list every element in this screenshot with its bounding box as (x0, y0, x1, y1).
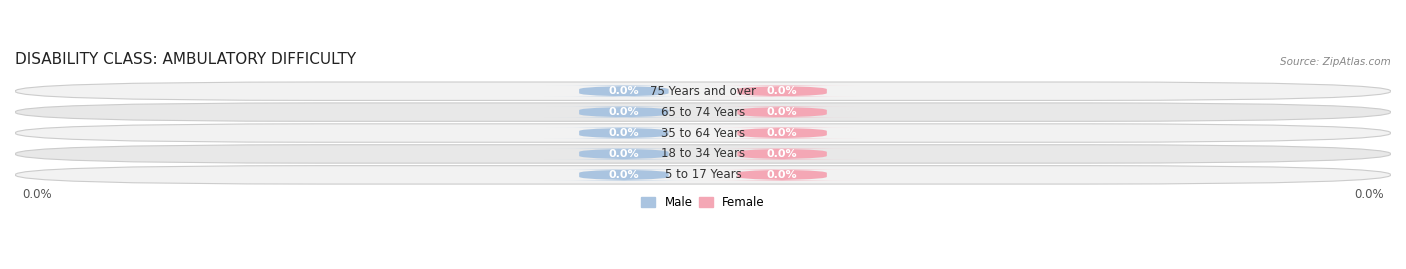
Text: 0.0%: 0.0% (766, 128, 797, 138)
FancyBboxPatch shape (544, 169, 703, 180)
FancyBboxPatch shape (15, 145, 1391, 163)
Text: 0.0%: 0.0% (609, 107, 640, 117)
FancyBboxPatch shape (15, 124, 1391, 142)
Text: 0.0%: 0.0% (766, 86, 797, 96)
FancyBboxPatch shape (703, 86, 862, 97)
Text: 0.0%: 0.0% (22, 188, 52, 201)
FancyBboxPatch shape (703, 127, 862, 139)
FancyBboxPatch shape (15, 82, 1391, 100)
Text: 0.0%: 0.0% (609, 128, 640, 138)
FancyBboxPatch shape (544, 106, 703, 118)
Text: 0.0%: 0.0% (766, 149, 797, 159)
Text: 0.0%: 0.0% (766, 107, 797, 117)
Text: 0.0%: 0.0% (1354, 188, 1384, 201)
Text: 0.0%: 0.0% (609, 86, 640, 96)
FancyBboxPatch shape (544, 127, 703, 139)
Text: DISABILITY CLASS: AMBULATORY DIFFICULTY: DISABILITY CLASS: AMBULATORY DIFFICULTY (15, 52, 356, 66)
FancyBboxPatch shape (15, 103, 1391, 121)
FancyBboxPatch shape (703, 169, 862, 180)
FancyBboxPatch shape (544, 86, 703, 97)
Text: 18 to 34 Years: 18 to 34 Years (661, 147, 745, 160)
Legend: Male, Female: Male, Female (637, 191, 769, 214)
Text: Source: ZipAtlas.com: Source: ZipAtlas.com (1281, 56, 1391, 66)
Text: 0.0%: 0.0% (609, 170, 640, 180)
FancyBboxPatch shape (703, 148, 862, 160)
Text: 5 to 17 Years: 5 to 17 Years (665, 168, 741, 181)
FancyBboxPatch shape (544, 148, 703, 160)
FancyBboxPatch shape (15, 166, 1391, 184)
Text: 0.0%: 0.0% (609, 149, 640, 159)
Text: 35 to 64 Years: 35 to 64 Years (661, 126, 745, 140)
Text: 0.0%: 0.0% (766, 170, 797, 180)
Text: 75 Years and over: 75 Years and over (650, 85, 756, 98)
Text: 65 to 74 Years: 65 to 74 Years (661, 106, 745, 119)
FancyBboxPatch shape (703, 106, 862, 118)
